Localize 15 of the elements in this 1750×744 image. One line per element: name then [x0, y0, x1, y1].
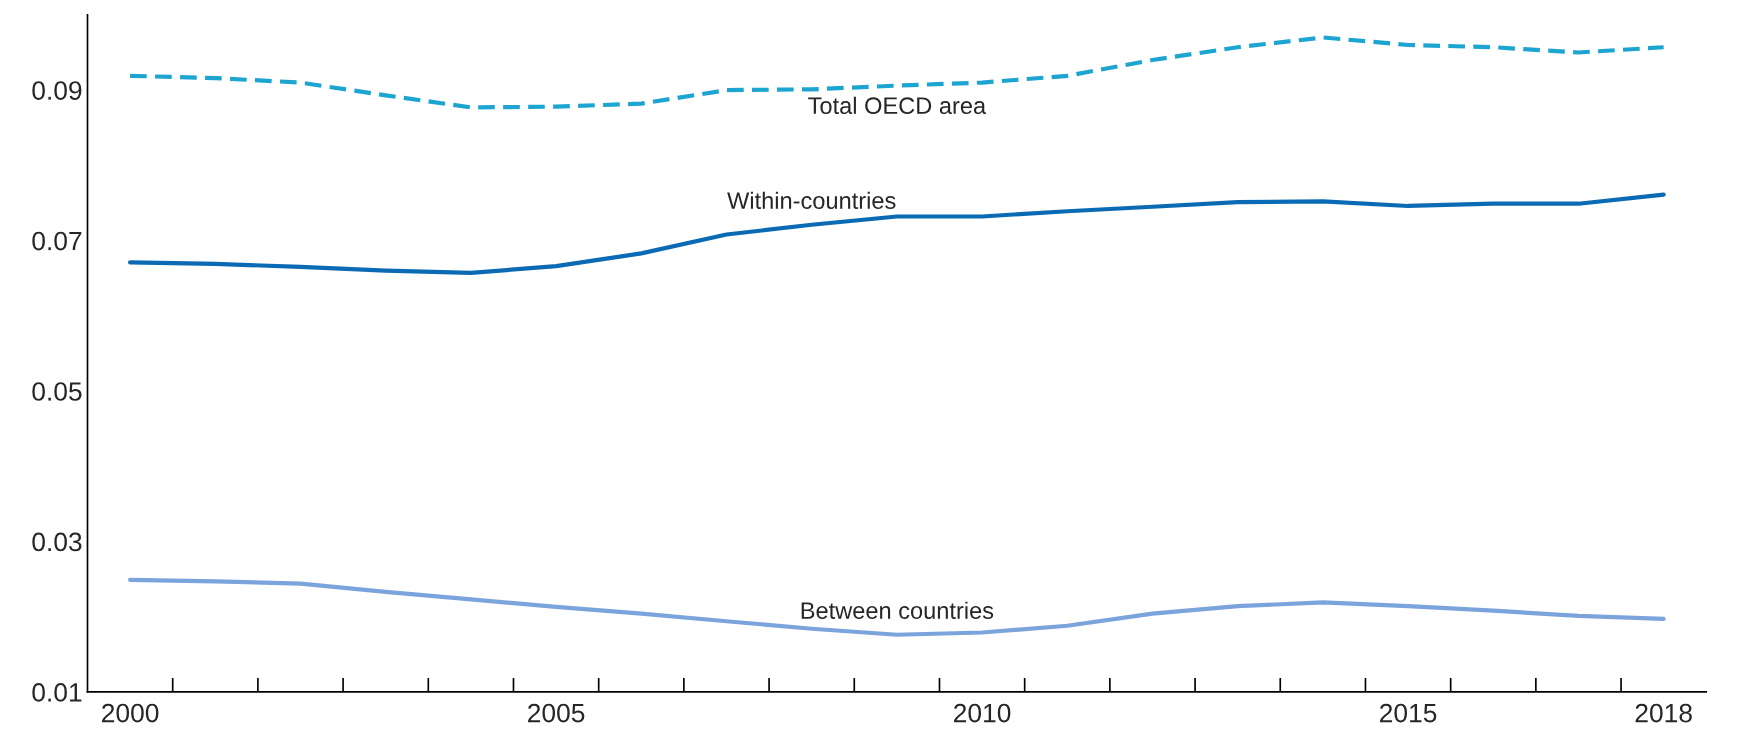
series-label: Within-countries: [727, 191, 896, 209]
x-tick-label: 2015: [1380, 703, 1437, 723]
y-tick-label: 0.05: [32, 382, 82, 401]
y-tick-label: 0.01: [32, 683, 82, 702]
y-tick-label: 0.07: [32, 231, 82, 251]
line-series: [128, 577, 1666, 637]
line-series: [128, 192, 1666, 275]
x-tick-label: 2005: [528, 703, 585, 723]
x-tick-label: 2018: [1635, 703, 1692, 723]
y-tick-label: 0.03: [32, 532, 82, 552]
series-label: Between countries: [801, 601, 994, 619]
x-tick-label: 2010: [954, 703, 1011, 723]
series-label: Total OECD area: [808, 96, 987, 115]
y-tick-label: 0.09: [32, 81, 82, 100]
x-tick-label: 2000: [102, 703, 159, 723]
